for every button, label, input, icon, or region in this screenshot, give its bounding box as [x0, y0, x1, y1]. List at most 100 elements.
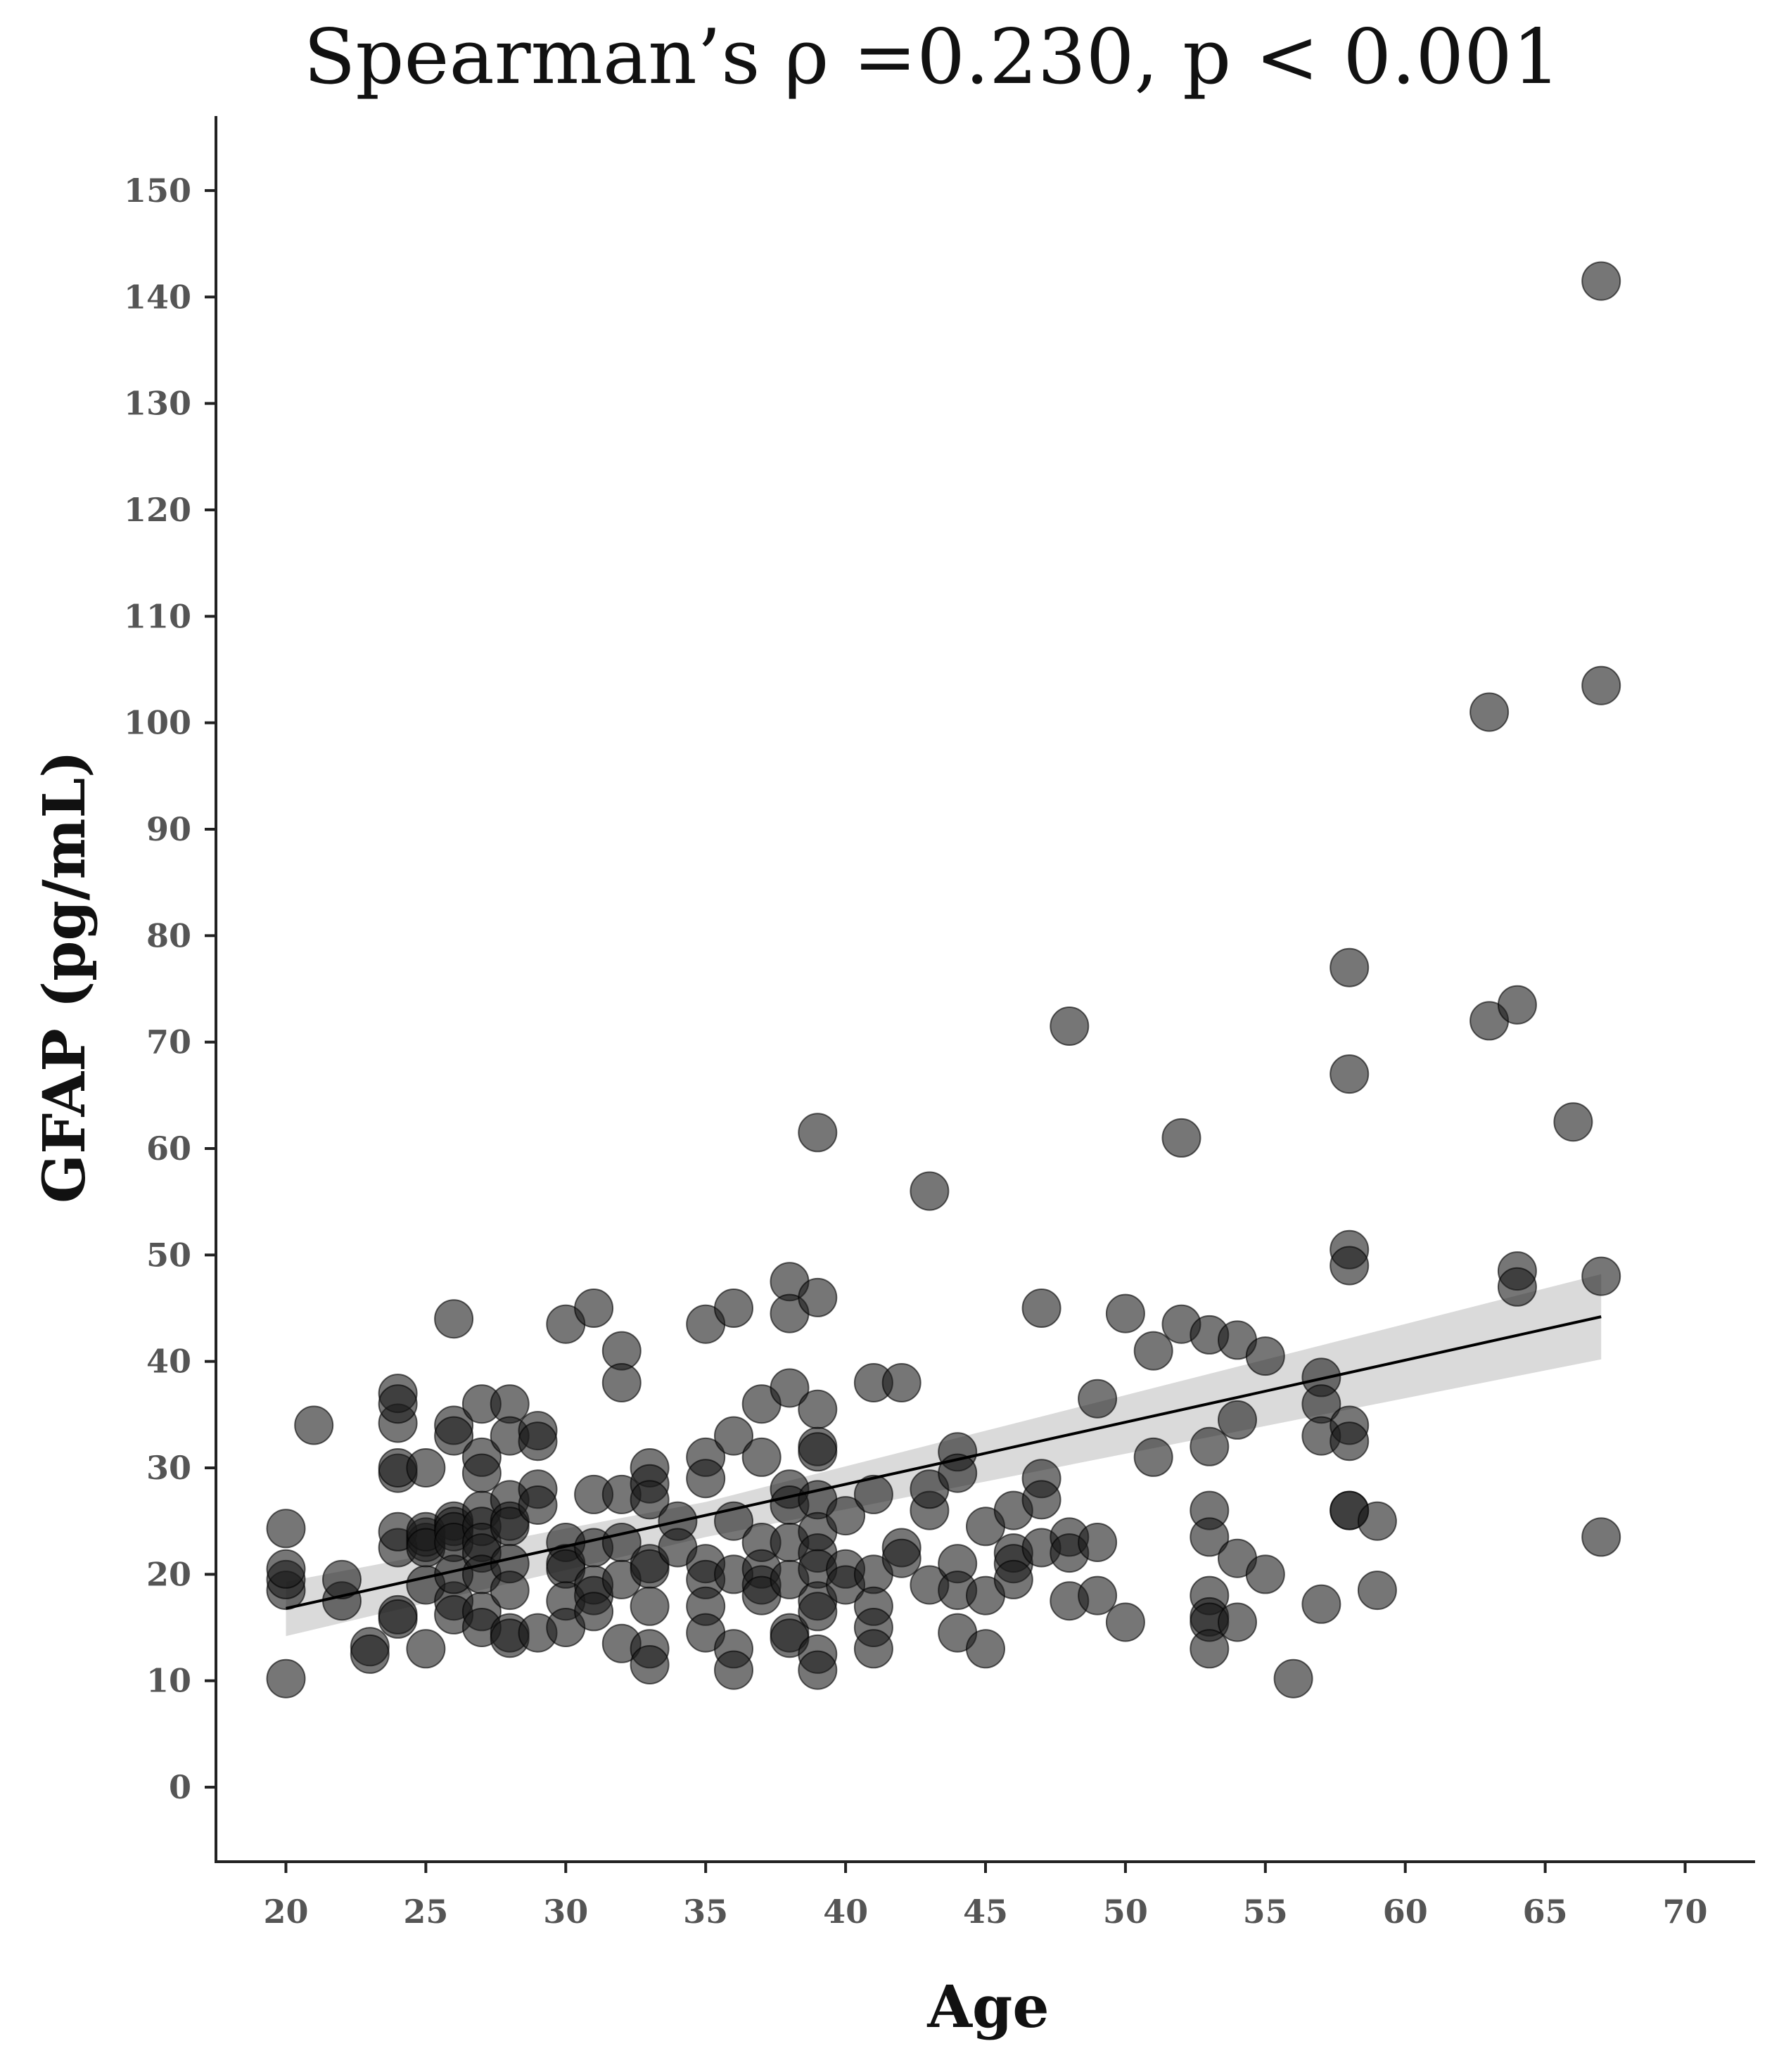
- y-tick-label: 100: [124, 704, 191, 742]
- data-point: [630, 1586, 670, 1626]
- data-point: [1133, 1437, 1173, 1477]
- y-tick-label: 40: [146, 1343, 191, 1381]
- data-point: [1078, 1379, 1118, 1419]
- data-point: [853, 1474, 893, 1514]
- y-axis-label: GFAP (pg/mL): [31, 750, 98, 1203]
- x-tick-label: 25: [403, 1893, 448, 1931]
- data-point: [1357, 1571, 1397, 1611]
- data-point: [1330, 1246, 1370, 1286]
- data-point: [686, 1459, 726, 1499]
- x-tick-label: 45: [963, 1893, 1008, 1931]
- y-tick-label: 0: [169, 1768, 191, 1806]
- data-point: [490, 1571, 530, 1611]
- x-tick-label: 55: [1243, 1893, 1288, 1931]
- data-point: [266, 1549, 306, 1589]
- data-point: [1105, 1602, 1145, 1642]
- y-tick-label: 80: [146, 916, 191, 954]
- data-point: [1050, 1006, 1090, 1046]
- data-point: [1497, 1267, 1537, 1307]
- x-axis-ticks: 20 25 30 35 40 45 50 55 60 65 70: [263, 1862, 1708, 1931]
- data-point: [1190, 1426, 1230, 1466]
- data-point: [1190, 1517, 1230, 1557]
- data-point: [294, 1405, 334, 1445]
- data-point: [1330, 1421, 1370, 1462]
- axes: 20 25 30 35 40 45 50 55 60 65 70 0 10 20 30 40 50 60 70 80…: [124, 116, 1755, 1931]
- y-axis-ticks: 0 10 20 30 40 50 60 70 80 90 100 110 120 130 140 150: [124, 172, 216, 1806]
- data-point: [1581, 665, 1621, 705]
- data-point: [1273, 1658, 1313, 1699]
- y-tick-label: 50: [146, 1236, 191, 1274]
- trend-line-layer: [286, 1315, 1602, 1610]
- data-point: [406, 1448, 446, 1488]
- data-point: [741, 1437, 782, 1477]
- data-point: [630, 1645, 670, 1684]
- data-point: [601, 1363, 642, 1402]
- data-point: [798, 1113, 838, 1153]
- x-tick-label: 60: [1383, 1893, 1428, 1931]
- data-point: [1078, 1523, 1118, 1562]
- y-tick-label: 120: [124, 491, 191, 529]
- data-point: [993, 1559, 1033, 1599]
- data-point: [574, 1288, 614, 1328]
- y-tick-label: 30: [146, 1449, 191, 1487]
- y-tick-label: 130: [124, 385, 191, 423]
- data-point: [1330, 947, 1370, 987]
- data-point: [434, 1416, 474, 1456]
- data-point: [966, 1629, 1005, 1669]
- x-tick-label: 35: [683, 1893, 728, 1931]
- data-point: [1105, 1293, 1145, 1334]
- y-tick-label: 150: [124, 172, 191, 210]
- data-point: [770, 1368, 810, 1408]
- data-point: [1330, 1054, 1370, 1094]
- data-point: [322, 1559, 362, 1599]
- data-point: [1581, 261, 1621, 301]
- data-point: [798, 1277, 838, 1317]
- data-point: [406, 1629, 446, 1669]
- x-tick-label: 40: [823, 1893, 868, 1931]
- data-point: [434, 1299, 474, 1339]
- data-point: [1133, 1331, 1173, 1371]
- data-point: [881, 1363, 922, 1402]
- chart-title: Spearman’s ρ =0.230, p < 0.001: [303, 13, 1560, 101]
- x-tick-label: 30: [543, 1893, 588, 1931]
- data-point: [1021, 1288, 1061, 1328]
- data-point: [853, 1629, 893, 1669]
- data-point: [350, 1634, 390, 1674]
- data-point: [1301, 1584, 1341, 1624]
- data-point: [1245, 1336, 1285, 1376]
- data-point: [518, 1421, 558, 1462]
- data-points-layer: [266, 261, 1621, 1699]
- data-point: [266, 1658, 306, 1699]
- data-point: [798, 1389, 838, 1429]
- data-point: [1553, 1102, 1593, 1142]
- data-point: [881, 1538, 922, 1578]
- data-point: [1190, 1629, 1230, 1669]
- data-point: [1581, 1517, 1621, 1557]
- data-point: [574, 1592, 614, 1632]
- data-point: [1245, 1554, 1285, 1594]
- data-point: [910, 1171, 950, 1211]
- data-point: [1161, 1118, 1201, 1158]
- x-tick-label: 20: [263, 1893, 308, 1931]
- data-point: [378, 1384, 418, 1424]
- data-point: [1469, 692, 1510, 732]
- data-point: [1581, 1256, 1621, 1296]
- y-tick-label: 140: [124, 278, 191, 316]
- x-axis-label: Age: [926, 1974, 1049, 2041]
- data-point: [378, 1599, 418, 1639]
- data-point: [1021, 1480, 1061, 1520]
- data-point: [1078, 1575, 1118, 1616]
- y-tick-label: 70: [146, 1023, 191, 1061]
- data-point: [798, 1592, 838, 1632]
- data-point: [1218, 1400, 1257, 1440]
- y-tick-label: 60: [146, 1130, 191, 1168]
- data-point: [1497, 985, 1537, 1025]
- data-point: [938, 1453, 978, 1493]
- data-point: [266, 1509, 306, 1549]
- data-point: [826, 1496, 866, 1536]
- data-point: [1218, 1602, 1257, 1642]
- data-point: [630, 1480, 670, 1520]
- x-tick-label: 70: [1663, 1893, 1708, 1931]
